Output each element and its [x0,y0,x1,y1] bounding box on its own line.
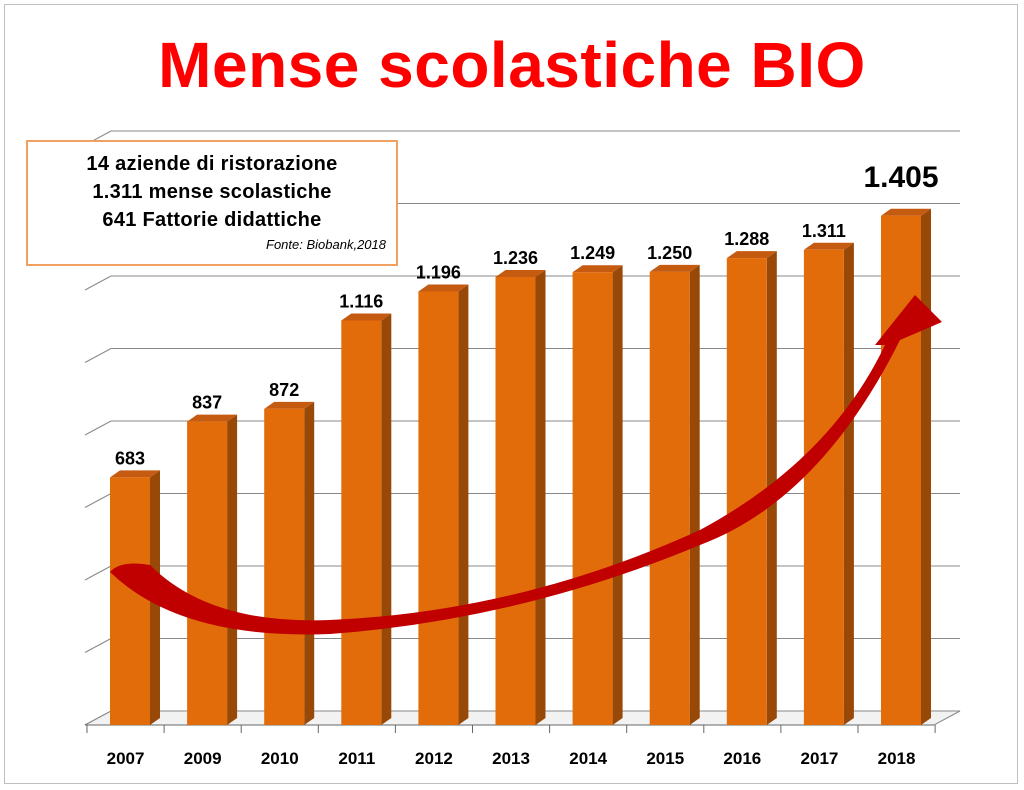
info-box: 14 aziende di ristorazione 1.311 mense s… [26,140,398,266]
gridline-diagonal [84,348,112,363]
x-tick-label: 2014 [569,749,607,768]
bar-2014 [572,265,623,725]
x-tick-label: 2012 [415,749,453,768]
bar-front [726,258,767,725]
info-line-canteens: 1.311 mense scolastiche [92,181,332,203]
data-label: 872 [269,380,299,400]
gridline-diagonal [84,565,112,581]
bar-top [803,242,854,250]
bar-2012 [418,284,469,725]
bar-front [341,320,382,725]
gridline-diagonal [84,420,112,436]
bar-top [572,265,623,273]
trend-arrow-icon [110,295,942,635]
bar-top [264,401,315,409]
bar-top [341,313,392,321]
bar-side [227,414,238,725]
bar-2007 [110,470,160,725]
data-label: 1.249 [570,243,615,263]
slide-frame [4,4,1018,784]
bar-top [881,208,931,216]
gridline-diagonal [84,493,112,508]
bar-2018 [881,208,931,725]
x-tick-label: 2018 [878,749,916,768]
bar-2010 [264,401,315,725]
data-label: 1.288 [724,229,769,249]
bar-side [458,284,469,725]
data-label: 1.236 [493,248,538,268]
source-note: Fonte: Biobank,2018 [266,237,386,252]
chart-title: Mense scolastiche BIO [158,29,866,101]
x-tick-label: 2013 [492,749,530,768]
bar-side [612,265,623,725]
data-label: 683 [115,448,145,468]
data-label: 1.250 [647,243,692,263]
arrow-body [110,295,942,635]
bar-front [881,215,921,725]
bar-side [843,242,854,725]
bar-front [110,477,150,725]
bar-top [726,251,777,259]
info-line-companies: 14 aziende di ristorazione [86,153,338,175]
bar-2009 [187,414,238,725]
x-tick-label: 2016 [723,749,761,768]
bar-top [649,264,700,272]
bar-side [381,313,392,725]
bar-side [921,208,931,725]
gridline-diagonal [84,275,112,291]
gridline-diagonal [84,638,112,653]
bar-2013 [495,269,546,725]
bar-front [803,249,844,725]
x-tick-label: 2009 [184,749,222,768]
bar-front [187,421,228,725]
x-tick-label: 2017 [801,749,839,768]
bar-front [649,271,690,725]
x-tick-label: 2010 [261,749,299,768]
x-tick-label: 2011 [338,749,375,768]
data-label: 1.196 [416,262,461,282]
bar-front [418,291,459,725]
bar-front [264,408,305,725]
info-line-farms: 641 Fattorie didattiche [102,209,322,231]
data-label: 1.405 [863,161,938,194]
x-tick-label: 2007 [107,749,145,768]
bar-2011 [341,313,392,725]
bar-front [572,272,613,725]
bar-2015 [649,264,700,725]
bar-top [418,284,469,292]
bar-top [187,414,238,422]
bar-top [495,269,546,277]
bar-side [304,401,315,725]
data-label: 837 [192,393,222,413]
bar-2017 [803,242,854,725]
bar-side [535,269,546,725]
data-label: 1.116 [339,291,383,311]
bar-front [495,276,536,725]
bar-side [689,264,700,725]
x-tick-label: 2015 [646,749,684,768]
data-label: 1.311 [802,221,846,241]
bar-top [110,470,160,478]
